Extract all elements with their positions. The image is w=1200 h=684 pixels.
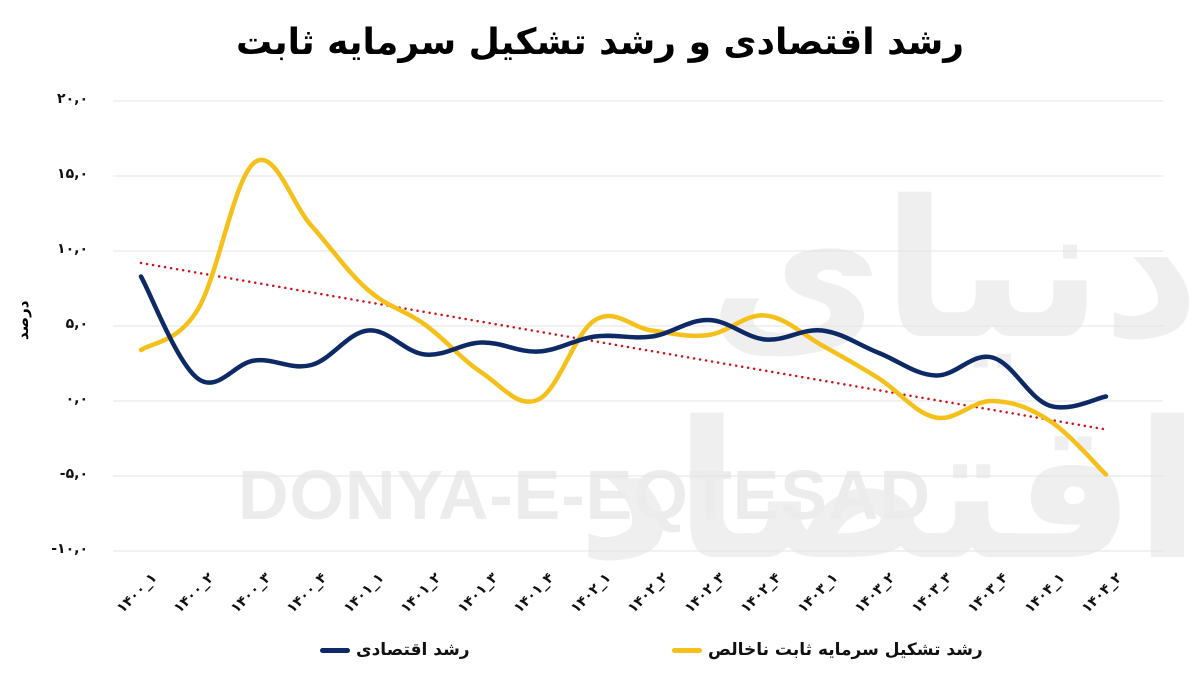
y-tick-label: -۱۰,۰ xyxy=(51,541,88,557)
legend-swatch-navy xyxy=(320,647,350,653)
y-tick-label: ۰,۰ xyxy=(65,391,88,407)
y-tick-label: ۲۰,۰ xyxy=(57,91,88,107)
watermark-arabic: دنیای اقتصاد xyxy=(576,160,1200,602)
legend-item-economic-growth: رشد اقتصادی xyxy=(320,640,470,660)
y-tick-label: ۱۰,۰ xyxy=(57,241,88,257)
chart-title: رشد اقتصادی و رشد تشکیل سرمایه ثابت xyxy=(235,22,964,63)
gfcf-growth-line xyxy=(138,157,1109,477)
y-tick-label: ۱۵,۰ xyxy=(57,166,88,182)
y-tick-label: ۵,۰ xyxy=(65,316,88,332)
watermark: DONYA-E-EQTESAD xyxy=(238,456,932,534)
economic-growth-line xyxy=(138,274,1109,410)
y-tick-label: -۵,۰ xyxy=(59,466,88,482)
legend-swatch-yellow xyxy=(672,647,702,653)
legend-label: رشد اقتصادی xyxy=(356,640,470,660)
trend-line xyxy=(139,261,1108,431)
legend-item-gfcf: رشد تشکیل سرمایه ثابت ناخالص xyxy=(672,640,983,660)
legend-label: رشد تشکیل سرمایه ثابت ناخالص xyxy=(708,640,983,660)
